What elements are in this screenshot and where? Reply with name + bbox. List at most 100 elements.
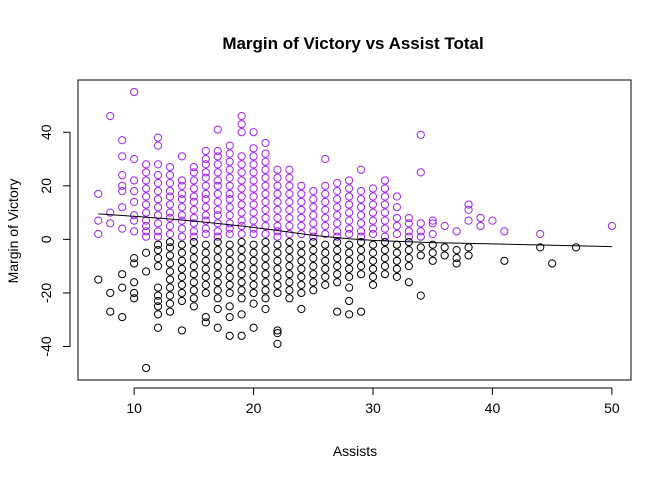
win-point: [273, 189, 282, 198]
win-point: [333, 232, 342, 241]
win-point: [141, 200, 151, 209]
loss-point: [237, 245, 246, 255]
win-point: [392, 192, 402, 201]
win-point: [261, 181, 270, 190]
win-point: [213, 181, 222, 190]
data-points: [94, 87, 616, 373]
loss-point: [189, 245, 198, 255]
loss-point: [153, 283, 163, 292]
loss-point: [404, 245, 413, 255]
loss-point: [333, 270, 342, 279]
loss-point: [392, 248, 402, 257]
win-point: [404, 232, 413, 241]
loss-point: [237, 237, 246, 247]
win-point: [118, 203, 127, 212]
win-point: [261, 165, 270, 174]
loss-point: [321, 280, 330, 290]
win-point: [237, 192, 246, 201]
win-point: [416, 232, 425, 241]
loss-point: [249, 240, 258, 249]
win-point: [237, 176, 246, 185]
win-point: [118, 136, 127, 145]
win-point: [165, 221, 175, 231]
loss-point: [261, 237, 270, 247]
win-point: [440, 221, 449, 231]
win-point: [141, 227, 151, 236]
loss-point: [213, 286, 222, 295]
win-point: [118, 152, 127, 161]
loss-point: [380, 237, 390, 247]
win-point: [141, 208, 151, 217]
loss-point: [237, 286, 246, 295]
loss-point: [201, 248, 210, 257]
loss-point: [273, 248, 282, 257]
win-point: [356, 203, 366, 212]
win-point: [333, 187, 342, 196]
loss-point: [165, 275, 175, 284]
loss-point: [380, 262, 390, 271]
win-point: [321, 189, 330, 198]
y-axis: -40 -20 0 20 40: [38, 124, 71, 357]
loss-point: [548, 259, 557, 268]
win-point: [464, 216, 473, 225]
loss-point: [153, 240, 163, 249]
loss-point: [273, 329, 282, 338]
win-point: [404, 219, 413, 228]
win-point: [452, 227, 461, 236]
loss-point: [536, 243, 545, 252]
loss-point: [404, 262, 413, 271]
win-point: [130, 176, 139, 185]
x-tick-label: 10: [126, 400, 142, 416]
win-point: [106, 219, 115, 228]
win-point: [464, 205, 473, 215]
win-point: [261, 205, 270, 215]
win-point: [321, 221, 330, 231]
loss-point: [261, 294, 270, 303]
win-point: [225, 189, 234, 198]
loss-point: [285, 278, 294, 287]
win-point: [333, 227, 342, 236]
loss-point: [153, 262, 163, 271]
win-point: [213, 176, 222, 185]
win-point: [177, 224, 187, 233]
win-point: [118, 181, 127, 190]
win-point: [189, 232, 198, 241]
loss-point: [297, 264, 306, 273]
loss-point: [153, 254, 163, 263]
win-point: [345, 229, 354, 239]
win-point: [153, 170, 163, 180]
win-point: [201, 224, 210, 233]
win-point: [356, 232, 366, 241]
loss-point: [249, 264, 258, 273]
win-point: [488, 216, 497, 225]
win-point: [368, 184, 378, 193]
win-point: [225, 173, 234, 182]
win-point: [177, 181, 187, 190]
trend-line-group: [98, 213, 612, 248]
win-point: [237, 160, 246, 169]
loss-point: [440, 243, 449, 252]
win-point: [309, 203, 318, 212]
loss-point: [237, 278, 246, 287]
win-point: [165, 192, 175, 201]
win-point: [261, 197, 270, 206]
loss-point: [380, 245, 390, 255]
win-point: [237, 128, 246, 137]
win-point: [189, 184, 198, 193]
loss-point: [416, 251, 425, 260]
loss-point: [130, 278, 139, 287]
win-point: [94, 216, 103, 225]
win-point: [165, 208, 175, 217]
win-point: [189, 176, 198, 185]
loss-point: [321, 256, 330, 265]
loss-point: [285, 286, 294, 295]
win-point: [189, 219, 198, 228]
win-point: [309, 232, 318, 241]
win-point: [285, 229, 294, 239]
loss-point: [368, 256, 378, 265]
win-point: [368, 192, 378, 201]
loss-point: [392, 264, 402, 273]
loss-point: [177, 264, 187, 273]
loss-point: [297, 280, 306, 290]
loss-point: [309, 254, 318, 263]
